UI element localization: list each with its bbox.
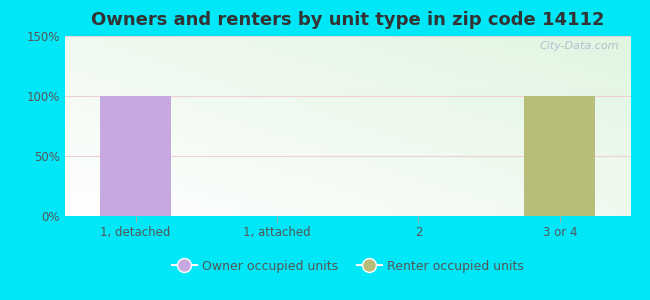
- Legend: Owner occupied units, Renter occupied units: Owner occupied units, Renter occupied un…: [167, 255, 528, 278]
- Bar: [100, 96, 171, 216]
- Title: Owners and renters by unit type in zip code 14112: Owners and renters by unit type in zip c…: [91, 11, 604, 29]
- Bar: [525, 96, 595, 216]
- Text: City-Data.com: City-Data.com: [540, 41, 619, 51]
